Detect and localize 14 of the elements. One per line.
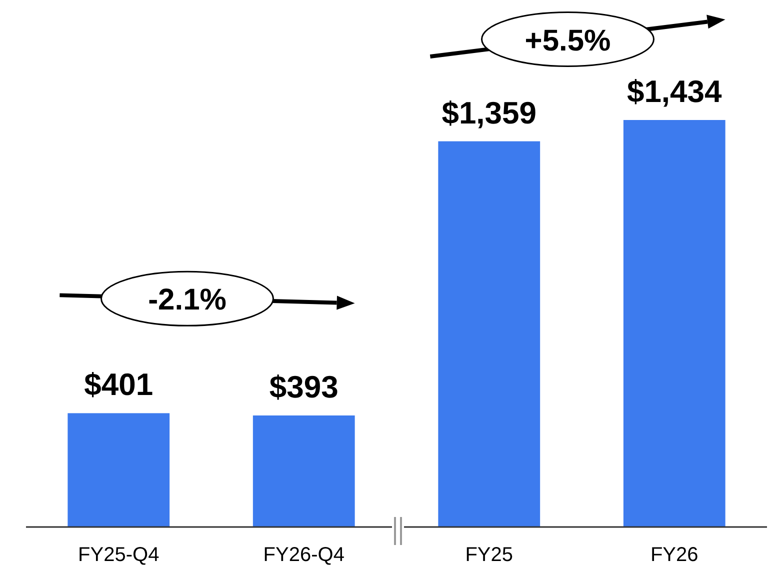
bar [68,413,170,527]
data-label: $393 [269,369,338,404]
bar [252,415,355,527]
bar [623,120,726,527]
x-tick-label: FY25 [465,544,514,566]
data-label: $1,434 [626,74,723,109]
text: +5.5% [524,24,611,58]
x-tick-label: FY26 [650,544,698,566]
annotation: -2.1% [148,284,226,317]
data-label: $1,359 [442,95,537,130]
bar [438,141,540,527]
x-tick-label: FY26-Q4 [263,544,344,566]
x-tick-label: FY25-Q4 [78,544,160,566]
data-label: $401 [84,367,154,402]
